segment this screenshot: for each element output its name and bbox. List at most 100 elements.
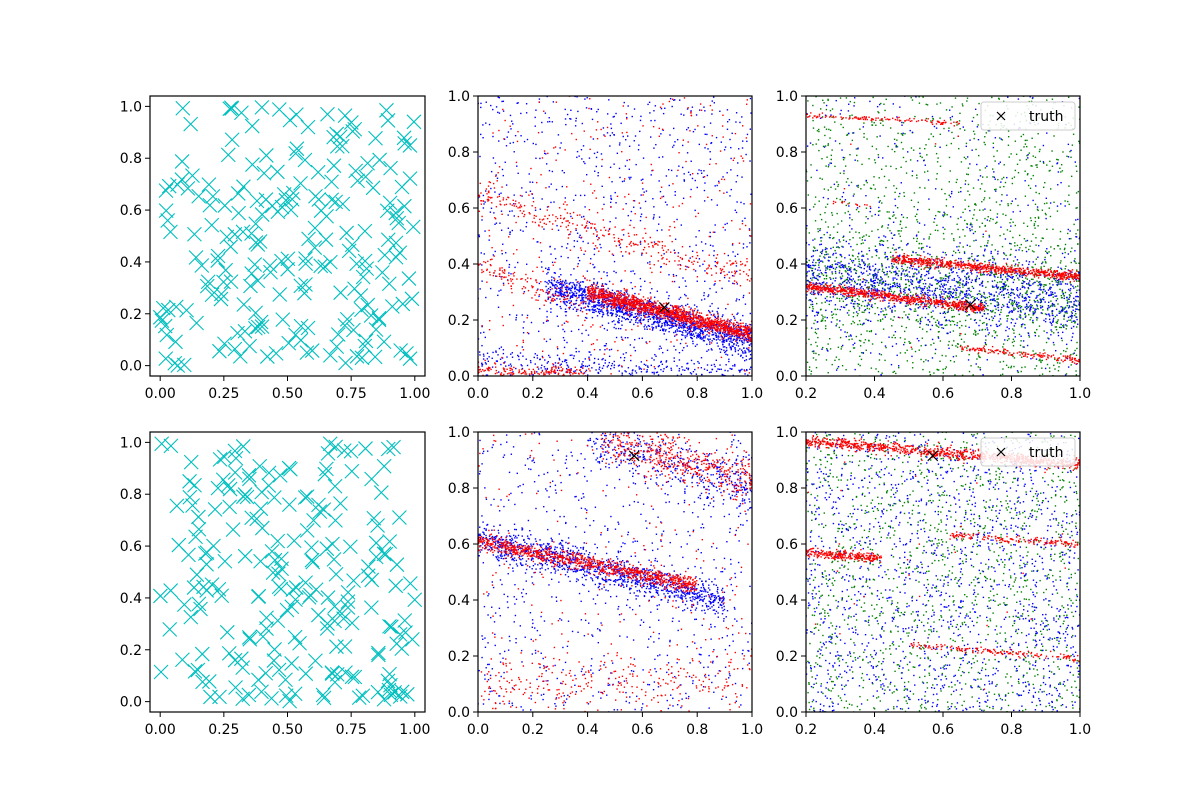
data-point: [531, 286, 534, 289]
data-point: [533, 214, 536, 217]
data-point: [586, 97, 588, 99]
x-tick-label: 0.50: [272, 386, 303, 402]
data-point: [595, 297, 598, 300]
data-point: [576, 214, 579, 216]
data-point: [702, 320, 704, 322]
data-point: [709, 341, 711, 343]
data-point: [675, 311, 678, 314]
data-point: [726, 325, 728, 327]
data-point: [695, 257, 697, 260]
data-point: [698, 321, 700, 323]
data-point: [748, 340, 751, 342]
data-point: [746, 340, 748, 342]
data-point: [593, 152, 596, 155]
data-point: [658, 364, 661, 367]
data-point: [734, 271, 737, 274]
data-point: [700, 319, 702, 321]
data-point: [716, 320, 719, 322]
data-point: [703, 170, 705, 172]
data-point: [630, 309, 632, 311]
data-point: [585, 302, 587, 305]
data-point: [249, 193, 265, 209]
data-point: [652, 312, 654, 314]
data-point: [653, 373, 655, 375]
data-point: [714, 315, 716, 318]
data-point: [480, 192, 482, 194]
data-point: [676, 328, 678, 331]
data-point: [573, 287, 576, 289]
data-point: [689, 321, 692, 324]
data-point: [566, 371, 569, 373]
data-point: [739, 337, 742, 340]
data-point: [544, 368, 546, 370]
data-point: [558, 291, 560, 293]
data-point: [737, 335, 739, 337]
data-point: [668, 100, 671, 103]
data-point: [697, 326, 699, 328]
data-point: [572, 223, 574, 225]
data-point: [629, 242, 632, 244]
data-point: [326, 158, 342, 174]
data-point: [673, 311, 675, 314]
data-point: [730, 146, 732, 149]
data-point: [591, 289, 594, 292]
data-point: [515, 200, 517, 202]
data-point: [611, 294, 614, 297]
data-point: [631, 306, 634, 309]
data-point: [715, 334, 718, 337]
data-point: [507, 131, 510, 133]
data-point: [569, 301, 572, 304]
data-point: [721, 268, 724, 271]
data-point: [617, 320, 619, 323]
data-point: [693, 314, 695, 317]
data-point: [493, 255, 495, 257]
data-point: [521, 365, 523, 367]
data-point: [682, 277, 684, 279]
data-point: [493, 212, 495, 214]
data-point: [632, 297, 634, 299]
data-point: [562, 295, 565, 298]
data-point: [699, 325, 701, 327]
data-point: [187, 226, 202, 242]
data-point: [653, 321, 656, 324]
data-point: [525, 373, 528, 375]
data-point: [628, 193, 630, 196]
data-point: [730, 339, 732, 341]
data-point: [591, 223, 594, 225]
data-point: [684, 314, 686, 317]
data-point: [729, 320, 731, 323]
data-point: [504, 270, 506, 272]
data-point: [748, 372, 751, 374]
data-point: [521, 212, 523, 215]
data-point: [488, 191, 490, 194]
data-point: [686, 320, 688, 322]
data-point: [158, 183, 174, 198]
data-point: [686, 329, 689, 332]
data-point: [662, 351, 664, 354]
data-point: [627, 232, 630, 235]
data-point: [734, 255, 736, 257]
data-point: [491, 196, 493, 199]
data-point: [742, 325, 745, 327]
data-point: [670, 309, 672, 312]
data-point: [600, 153, 603, 155]
data-point: [680, 113, 682, 115]
data-point: [679, 324, 682, 327]
data-point: [720, 272, 722, 274]
data-point: [530, 277, 532, 280]
data-point: [562, 328, 564, 331]
data-point: [583, 289, 585, 292]
data-point: [492, 132, 494, 134]
data-point: [598, 368, 600, 370]
data-point: [188, 250, 204, 265]
data-point: [502, 349, 505, 351]
data-point: [635, 303, 638, 305]
data-point: [595, 156, 598, 159]
data-point: [625, 310, 627, 312]
data-point: [658, 135, 661, 137]
data-point: [750, 366, 752, 368]
data-point: [577, 308, 579, 311]
data-point: [695, 332, 697, 334]
data-point: [550, 183, 552, 185]
data-point: [595, 288, 597, 290]
